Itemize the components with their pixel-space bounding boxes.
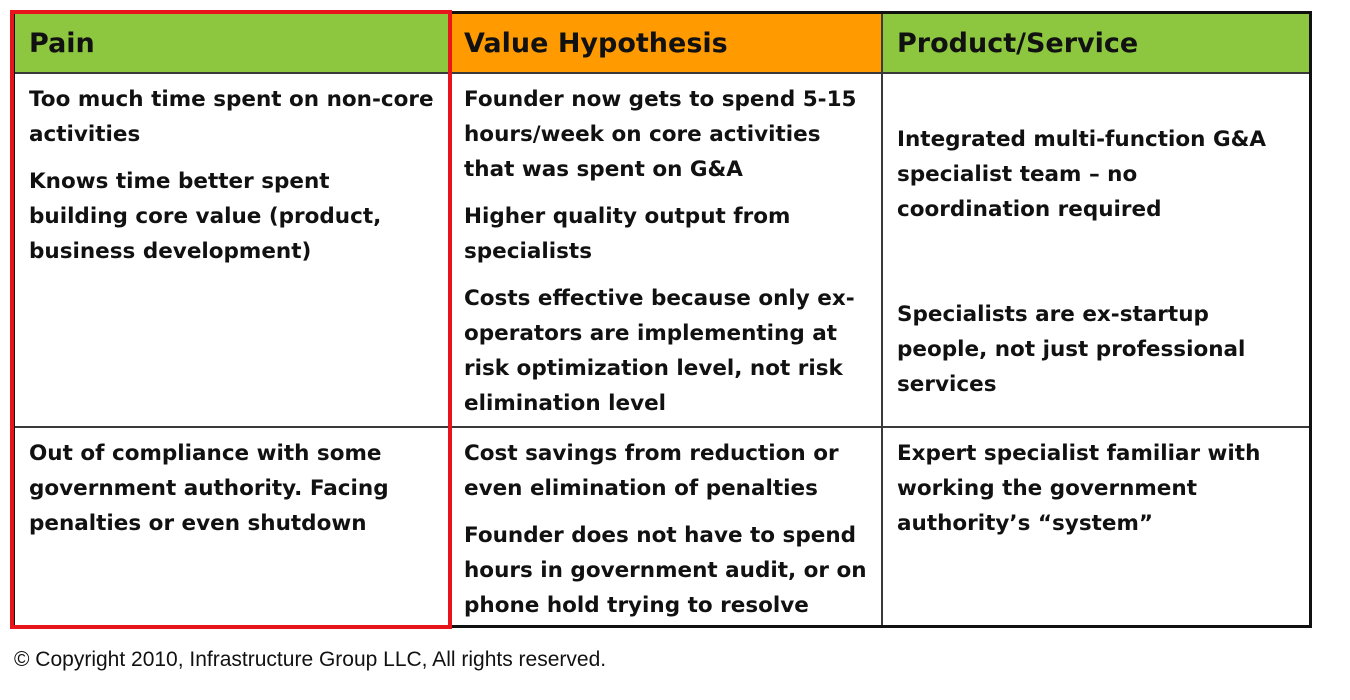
product-item: Specialists are ex-startup people, not j… [897,302,1246,397]
pain-item: Out of compliance with some government a… [29,441,389,536]
product-service-cell: Integrated multi-function G&A specialist… [881,72,1309,428]
header-row: Pain Value Hypothesis Product/Service [15,14,1309,74]
value-hypothesis-header: Value Hypothesis [448,14,883,74]
table-row: Out of compliance with some government a… [15,426,1309,625]
pain-cell: Too much time spent on non-core activiti… [15,72,450,428]
value-item: Cost savings from reduction or even elim… [464,441,839,501]
product-service-header: Product/Service [881,14,1309,74]
product-item: Expert specialist familiar with working … [897,441,1261,536]
value-item: Founder now gets to spend 5-15 hours/wee… [464,87,857,182]
table-row: Too much time spent on non-core activiti… [15,72,1309,428]
pain-item: Too much time spent on non-core activiti… [29,87,434,147]
value-item: Higher quality output from specialists [464,204,791,264]
value-hypothesis-cell: Founder now gets to spend 5-15 hours/wee… [448,72,883,428]
table-grid: Pain Value Hypothesis Product/Service To… [15,14,1309,625]
product-service-cell: Expert specialist familiar with working … [881,426,1309,625]
value-hypothesis-cell: Cost savings from reduction or even elim… [448,426,883,625]
value-item: Founder does not have to spend hours in … [464,523,867,618]
product-item: Integrated multi-function G&A specialist… [897,127,1267,222]
pain-header: Pain [15,14,450,74]
pain-cell: Out of compliance with some government a… [15,426,450,625]
copyright-notice: © Copyright 2010, Infrastructure Group L… [14,648,607,671]
value-item: Costs effective because only ex-operator… [464,286,855,416]
value-proposition-table: Pain Value Hypothesis Product/Service To… [12,11,1312,628]
pain-item: Knows time better spent building core va… [29,169,382,264]
